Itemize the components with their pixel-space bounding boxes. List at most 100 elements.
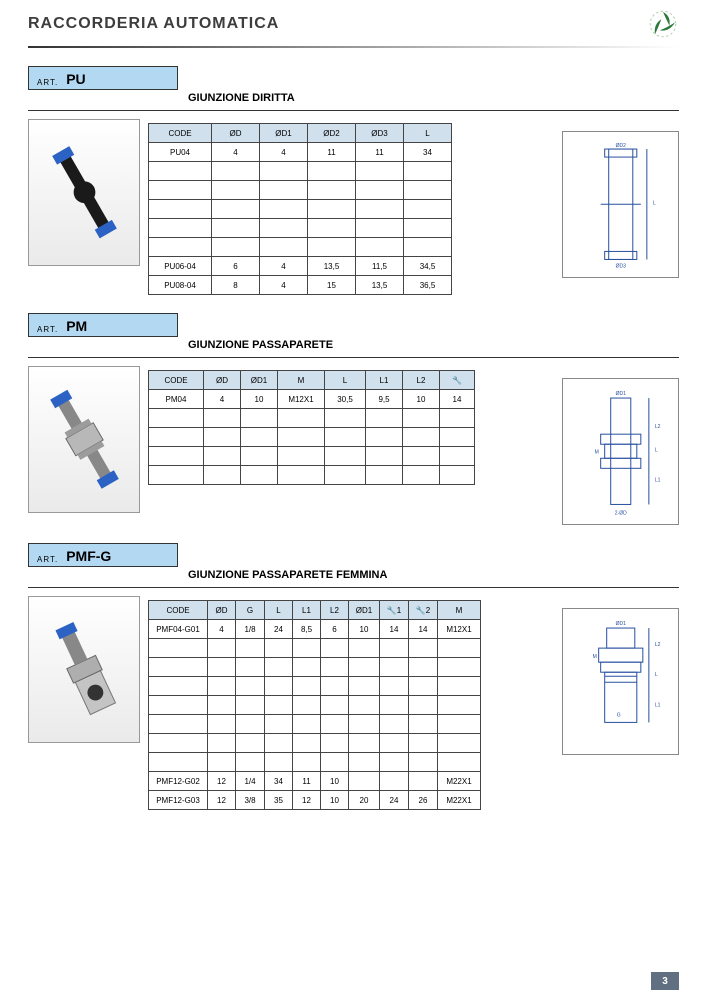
table-row [149,428,475,447]
table-cell: M22X1 [438,791,481,810]
table-cell [236,696,265,715]
table-cell [438,658,481,677]
page-header: RACCORDERIA AUTOMATICA [0,0,707,44]
table-cell [236,734,265,753]
table-cell [236,715,265,734]
table-cell [236,639,265,658]
table-cell [260,162,308,181]
table-cell [212,181,260,200]
table-row [149,162,452,181]
table-cell [349,715,380,734]
table-cell: 13,5 [356,276,404,295]
table-cell [212,219,260,238]
product-image [28,596,140,743]
svg-text:L1: L1 [655,478,661,484]
svg-text:L1: L1 [655,703,661,709]
table-cell [438,753,481,772]
table-cell [208,658,236,677]
table-header: L2 [403,371,440,390]
art-code: PM [66,318,87,334]
svg-text:L: L [655,448,658,454]
table-cell: 26 [409,791,438,810]
table-header: CODE [149,124,212,143]
table-cell [404,162,452,181]
table-cell [440,409,475,428]
table-cell: 34,5 [404,257,452,276]
table-cell: PU04 [149,143,212,162]
table-cell [404,219,452,238]
table-header: 🔧 [440,371,475,390]
article-badge: ART. PU [28,66,178,90]
table-cell [409,753,438,772]
section-title: GIUNZIONE DIRITTA [188,92,679,104]
art-label: ART. [37,325,58,334]
product-image [28,119,140,266]
table-cell [356,181,404,200]
table-cell: 10 [321,791,349,810]
table-cell [293,677,321,696]
spec-table: CODEØDØD1MLL1L2🔧PM04410M12X130,59,51014 [148,370,475,485]
table-cell: 14 [380,620,409,639]
table-cell: 12 [293,791,321,810]
table-cell [149,219,212,238]
table-cell [265,677,293,696]
table-cell [265,715,293,734]
table-cell [308,181,356,200]
table-cell: 3/8 [236,791,265,810]
table-row [149,753,481,772]
table-header: L [265,601,293,620]
table-cell: 11 [308,143,356,162]
table-cell [409,677,438,696]
table-row: PM04410M12X130,59,51014 [149,390,475,409]
table-cell [321,715,349,734]
table-row: PMF12-G02121/4341110M22X1 [149,772,481,791]
table-cell: 36,5 [404,276,452,295]
table-cell [438,715,481,734]
table-cell [349,734,380,753]
table-header: M [438,601,481,620]
table-header: 🔧2 [409,601,438,620]
table-cell [366,466,403,485]
table-row: PMF12-G03123/8351210202426M22X1 [149,791,481,810]
table-cell [321,696,349,715]
section-title: GIUNZIONE PASSAPARETE [188,339,679,351]
table-cell [356,238,404,257]
page: RACCORDERIA AUTOMATICA ART. PU GIUNZIONE… [0,0,707,1000]
table-cell [325,409,366,428]
page-number: 3 [651,972,679,990]
table-cell [380,734,409,753]
table-cell [149,677,208,696]
table-cell [149,409,204,428]
table-cell: 4 [208,620,236,639]
table-row [149,238,452,257]
table-cell [321,639,349,658]
table-cell [380,677,409,696]
table-cell: 10 [321,772,349,791]
table-cell: M12X1 [438,620,481,639]
table-cell [265,753,293,772]
table-cell: 4 [204,390,241,409]
table-cell [149,715,208,734]
table-cell [236,677,265,696]
table-cell: 4 [260,143,308,162]
table-cell [265,658,293,677]
table-header: ØD1 [349,601,380,620]
table-cell [236,753,265,772]
table-cell: 14 [409,620,438,639]
table-wrapper: CODEØDØD1ØD2ØD3LPU0444111134PU06-046413,… [148,119,452,295]
table-cell: 11,5 [356,257,404,276]
table-row [149,677,481,696]
table-cell [149,753,208,772]
table-cell [366,409,403,428]
table-row [149,447,475,466]
svg-text:L2: L2 [655,424,661,430]
art-label: ART. [37,78,58,87]
table-cell [409,639,438,658]
product-section: ART. PU GIUNZIONE DIRITTA CODEØDØD1ØD2ØD… [28,48,679,295]
table-cell [440,447,475,466]
table-cell [308,219,356,238]
section-rule [28,587,679,588]
table-cell [265,696,293,715]
table-cell: M22X1 [438,772,481,791]
table-cell [403,428,440,447]
